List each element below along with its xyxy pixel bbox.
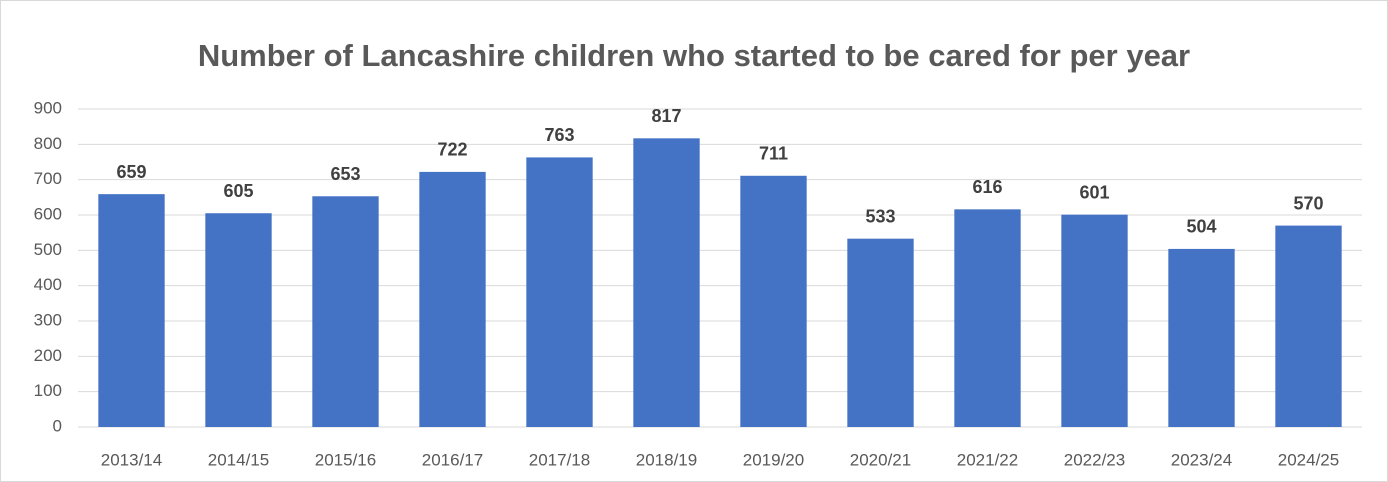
bar (1168, 248, 1235, 427)
bar (954, 209, 1021, 427)
data-label: 711 (759, 144, 788, 164)
data-label: 763 (544, 125, 574, 145)
y-tick-label: 700 (34, 169, 62, 188)
data-label: 570 (1293, 193, 1323, 213)
data-label: 817 (651, 106, 681, 126)
x-tick-label: 2017/18 (529, 450, 590, 469)
x-tick-label: 2014/15 (208, 450, 269, 469)
y-tick-label: 500 (34, 240, 62, 259)
data-label: 605 (223, 181, 253, 201)
data-label: 659 (116, 162, 146, 182)
data-label: 533 (865, 206, 895, 226)
bar (847, 238, 914, 427)
bar (419, 171, 486, 427)
bar (526, 157, 593, 427)
y-tick-label: 200 (34, 346, 62, 365)
y-tick-label: 800 (34, 134, 62, 153)
data-label: 653 (330, 164, 360, 184)
bar (98, 194, 165, 427)
bar (740, 175, 807, 427)
x-tick-label: 2019/20 (743, 450, 804, 469)
x-tick-label: 2018/19 (636, 450, 697, 469)
data-label: 616 (972, 177, 1002, 197)
data-label: 504 (1186, 217, 1216, 237)
chart-title: Number of Lancashire children who starte… (198, 38, 1190, 73)
x-tick-label: 2022/23 (1064, 450, 1125, 469)
x-tick-label: 2015/16 (315, 450, 376, 469)
x-tick-label: 2013/14 (101, 450, 162, 469)
x-tick-label: 2021/22 (957, 450, 1018, 469)
bar (205, 213, 272, 427)
bar (1275, 225, 1342, 427)
bar (312, 196, 379, 427)
bar (1061, 214, 1128, 427)
data-label: 601 (1079, 182, 1109, 202)
x-tick-label: 2020/21 (850, 450, 911, 469)
y-tick-label: 100 (34, 381, 62, 400)
x-tick-label: 2023/24 (1171, 450, 1232, 469)
y-tick-label: 0 (53, 416, 62, 435)
x-tick-label: 2024/25 (1278, 450, 1339, 469)
x-tick-label: 2016/17 (422, 450, 483, 469)
y-tick-label: 400 (34, 275, 62, 294)
y-tick-label: 600 (34, 204, 62, 223)
bar (633, 138, 700, 427)
data-label: 722 (437, 140, 467, 160)
y-tick-label: 900 (34, 98, 62, 117)
y-tick-label: 300 (34, 310, 62, 329)
